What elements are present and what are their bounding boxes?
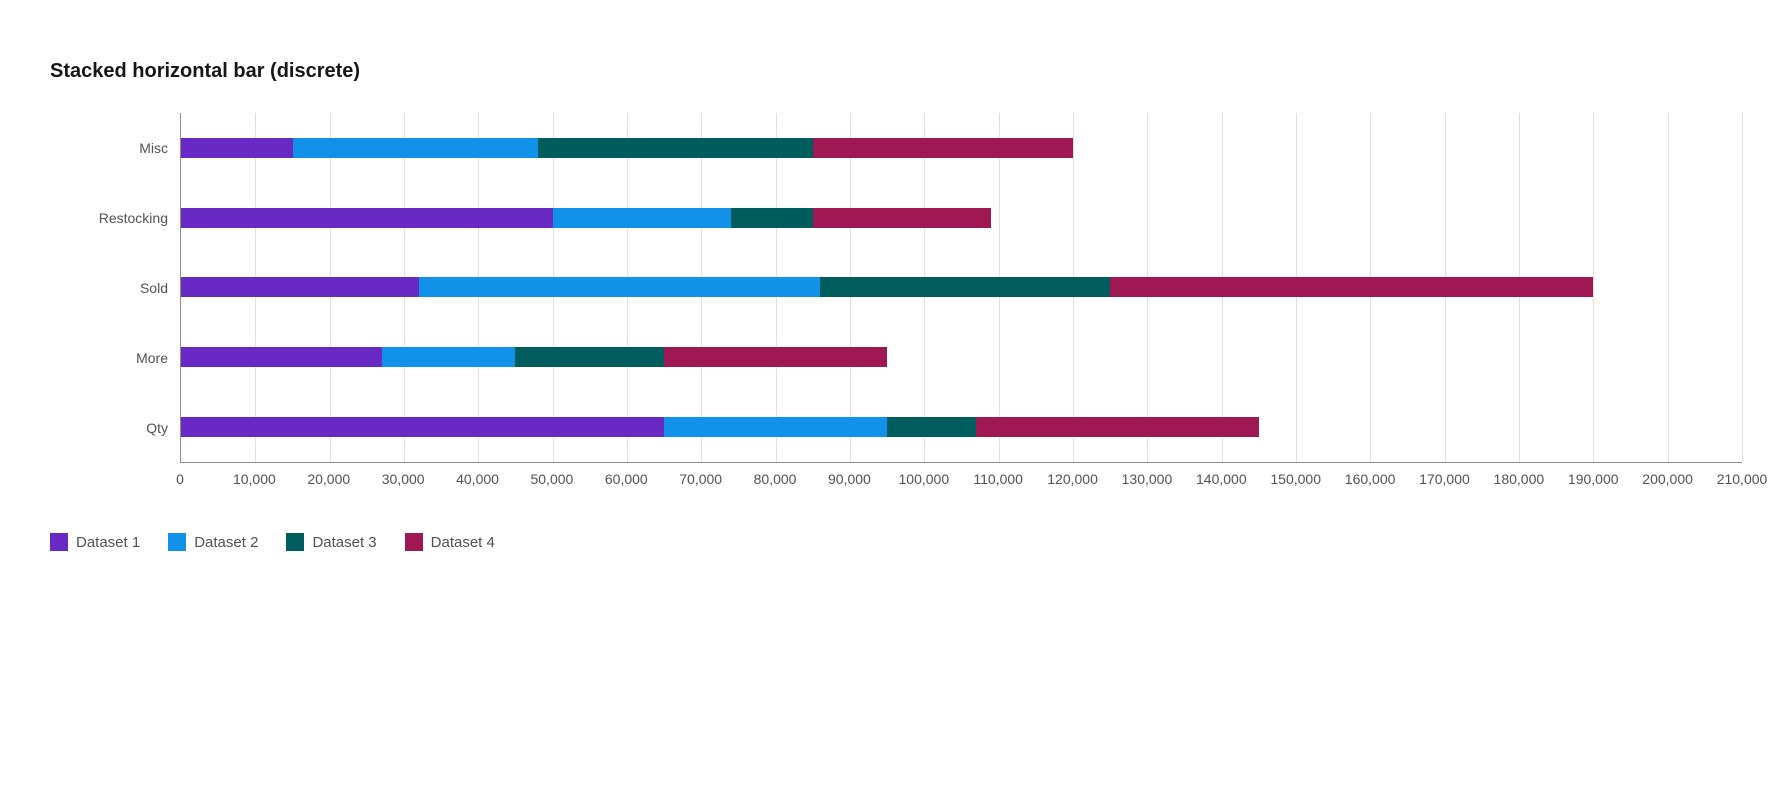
bar-segment bbox=[664, 417, 887, 437]
x-tick-label: 10,000 bbox=[233, 471, 276, 487]
bar-row bbox=[181, 183, 1742, 253]
y-tick-label: Misc bbox=[50, 113, 180, 183]
bar-segment bbox=[382, 347, 516, 367]
bar-segment bbox=[553, 208, 731, 228]
bar-segment bbox=[976, 417, 1258, 437]
chart-title: Stacked horizontal bar (discrete) bbox=[50, 60, 1742, 83]
legend: Dataset 1 Dataset 2 Dataset 3 Dataset 4 bbox=[50, 533, 1742, 551]
x-tick-label: 200,000 bbox=[1642, 471, 1693, 487]
bar-segment bbox=[181, 347, 382, 367]
y-tick-label: Restocking bbox=[50, 183, 180, 253]
legend-label: Dataset 1 bbox=[76, 534, 140, 551]
bar-segment bbox=[538, 138, 813, 158]
bar-segment bbox=[813, 208, 991, 228]
x-tick-label: 130,000 bbox=[1122, 471, 1173, 487]
y-tick-label: More bbox=[50, 323, 180, 393]
legend-label: Dataset 3 bbox=[312, 534, 376, 551]
bar-segment bbox=[1110, 277, 1593, 297]
bar-segment bbox=[664, 347, 887, 367]
x-ticks: 010,00020,00030,00040,00050,00060,00070,… bbox=[180, 471, 1742, 493]
stacked-bar bbox=[181, 277, 1742, 297]
chart-wrapper: MiscRestockingSoldMoreQty 0 10,000 20,000 3… bbox=[50, 113, 1742, 551]
legend-item[interactable]: Dataset 1 bbox=[50, 533, 140, 551]
legend-swatch bbox=[50, 533, 68, 551]
bar-segment bbox=[419, 277, 820, 297]
x-tick-label: 190,000 bbox=[1568, 471, 1619, 487]
x-tick-label: 20,000 bbox=[307, 471, 350, 487]
bar-segment bbox=[181, 277, 419, 297]
x-tick-label: 60,000 bbox=[605, 471, 648, 487]
bar-segment bbox=[820, 277, 1110, 297]
x-tick-label: 30,000 bbox=[382, 471, 425, 487]
bar-segment bbox=[181, 417, 664, 437]
bar-segment bbox=[181, 208, 553, 228]
y-tick-label: Qty bbox=[50, 393, 180, 463]
stacked-bar bbox=[181, 138, 1742, 158]
legend-item[interactable]: Dataset 4 bbox=[405, 533, 495, 551]
bar-segment bbox=[731, 208, 813, 228]
y-axis: MiscRestockingSoldMoreQty bbox=[50, 113, 180, 463]
legend-label: Dataset 4 bbox=[431, 534, 495, 551]
x-tick-label: 180,000 bbox=[1494, 471, 1545, 487]
x-tick-label: 40,000 bbox=[456, 471, 499, 487]
gridline bbox=[1742, 113, 1743, 462]
x-tick-label: 110,000 bbox=[973, 471, 1023, 487]
bar-segment bbox=[813, 138, 1073, 158]
x-tick-label: 90,000 bbox=[828, 471, 871, 487]
bar-segment bbox=[887, 417, 976, 437]
stacked-bar bbox=[181, 208, 1742, 228]
bar-segment bbox=[293, 138, 538, 158]
legend-swatch bbox=[405, 533, 423, 551]
stacked-bar bbox=[181, 417, 1742, 437]
legend-swatch bbox=[168, 533, 186, 551]
legend-label: Dataset 2 bbox=[194, 534, 258, 551]
x-tick-label: 0 bbox=[176, 471, 184, 487]
bar-row bbox=[181, 392, 1742, 462]
x-tick-label: 100,000 bbox=[898, 471, 949, 487]
x-tick-label: 50,000 bbox=[530, 471, 573, 487]
y-tick-label: Sold bbox=[50, 253, 180, 323]
legend-swatch bbox=[286, 533, 304, 551]
x-tick-label: 70,000 bbox=[679, 471, 722, 487]
x-tick-label: 210,000 bbox=[1717, 471, 1768, 487]
plot-area bbox=[180, 113, 1742, 463]
x-tick-label: 140,000 bbox=[1196, 471, 1247, 487]
stacked-bar bbox=[181, 347, 1742, 367]
bar-row bbox=[181, 253, 1742, 323]
legend-item[interactable]: Dataset 2 bbox=[168, 533, 258, 551]
x-tick-label: 150,000 bbox=[1270, 471, 1321, 487]
x-tick-label: 170,000 bbox=[1419, 471, 1470, 487]
x-tick-label: 160,000 bbox=[1345, 471, 1396, 487]
x-tick-label: 120,000 bbox=[1047, 471, 1098, 487]
bar-row bbox=[181, 113, 1742, 183]
bar-segment bbox=[181, 138, 293, 158]
bar-segment bbox=[515, 347, 664, 367]
bar-row bbox=[181, 322, 1742, 392]
x-axis: 0 10,000 20,000 30,000 40,000 50,000 60,000 70,… bbox=[50, 471, 1742, 493]
plot-row: MiscRestockingSoldMoreQty bbox=[50, 113, 1742, 463]
x-tick-label: 80,000 bbox=[754, 471, 797, 487]
x-axis-spacer bbox=[50, 471, 180, 493]
legend-item[interactable]: Dataset 3 bbox=[286, 533, 376, 551]
